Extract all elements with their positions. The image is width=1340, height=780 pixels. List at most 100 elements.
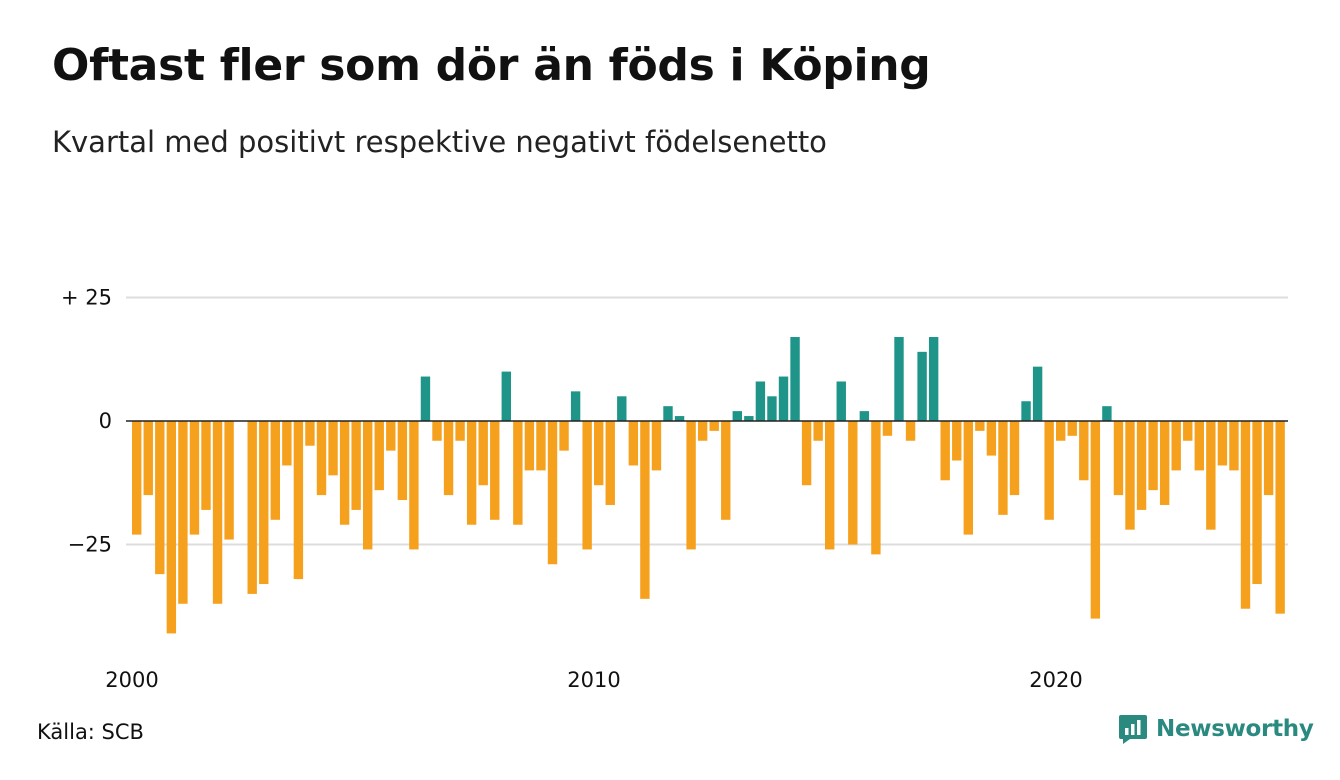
bar	[339, 421, 350, 525]
bar	[917, 351, 927, 421]
bar	[524, 421, 535, 471]
bar	[1229, 421, 1239, 471]
bar	[986, 421, 997, 456]
bar	[905, 421, 916, 441]
bar	[825, 421, 835, 550]
bar	[386, 421, 396, 451]
bar	[1263, 421, 1274, 496]
bar	[628, 421, 639, 466]
bar	[132, 421, 142, 535]
x-tick-label: 2010	[567, 668, 620, 692]
brand-name: Newsworthy	[1156, 716, 1314, 742]
bar	[143, 421, 153, 496]
bar	[721, 421, 731, 520]
bar	[1009, 421, 1020, 496]
x-tick-label: 2000	[105, 668, 158, 692]
bar	[1194, 421, 1204, 471]
bar	[674, 416, 685, 421]
bar	[397, 421, 408, 501]
bar	[651, 421, 662, 471]
bar	[767, 396, 777, 421]
bar	[455, 421, 465, 441]
bar	[224, 421, 234, 540]
y-tick-label: −25	[68, 533, 112, 557]
bar	[443, 421, 454, 496]
bar	[363, 421, 373, 550]
bar	[536, 421, 546, 471]
bar	[940, 421, 950, 481]
bar	[1090, 421, 1101, 619]
bar	[998, 421, 1008, 515]
bar	[1252, 421, 1262, 585]
bar	[1079, 421, 1089, 481]
bar	[848, 421, 858, 545]
bar	[351, 421, 361, 510]
bar	[490, 421, 500, 520]
bar	[409, 421, 419, 550]
x-axis-ticks: 2000 2010 2020	[105, 668, 1082, 692]
bar	[293, 421, 304, 580]
bar	[894, 337, 904, 421]
bar	[1044, 421, 1054, 520]
bar	[617, 396, 627, 421]
x-tick-label: 2020	[1029, 668, 1082, 692]
bar	[374, 421, 384, 491]
bar	[836, 381, 846, 421]
bar	[513, 421, 523, 525]
bar	[259, 421, 269, 585]
bar	[201, 421, 211, 510]
newsworthy-logo-icon	[1119, 715, 1147, 744]
bar	[975, 421, 985, 431]
bar	[305, 421, 315, 446]
bar	[328, 421, 338, 476]
bar	[432, 421, 442, 441]
bar	[1148, 421, 1158, 491]
bar	[663, 406, 673, 421]
bar	[1032, 366, 1043, 421]
bar	[1102, 406, 1112, 421]
bar	[155, 421, 165, 575]
bar	[1113, 421, 1124, 496]
bar	[1056, 421, 1066, 441]
bar	[501, 371, 511, 421]
bar	[928, 337, 939, 421]
bar	[605, 421, 615, 505]
bar	[709, 421, 719, 431]
bar	[189, 421, 200, 535]
chart-title: Oftast fler som dör än föds i Köping	[52, 40, 931, 91]
brand-logo: Newsworthy	[1118, 713, 1314, 745]
bar	[1125, 421, 1135, 530]
y-axis-ticks: + 25 0 −25	[61, 286, 112, 557]
bar	[1206, 421, 1216, 530]
bar	[778, 376, 789, 421]
bar	[1183, 421, 1193, 441]
bar	[316, 421, 327, 496]
bar	[478, 421, 488, 486]
y-tick-label: + 25	[61, 286, 112, 310]
bar	[282, 421, 292, 466]
bar	[732, 411, 742, 421]
source-label: Källa: SCB	[37, 720, 144, 744]
bar	[594, 421, 604, 486]
bar	[582, 421, 592, 550]
bar	[270, 421, 280, 520]
bar	[547, 421, 558, 565]
bar	[640, 421, 650, 599]
bar	[697, 421, 708, 441]
bar	[1275, 421, 1285, 614]
bar	[952, 421, 962, 461]
bar	[559, 421, 569, 451]
bar	[1159, 421, 1170, 505]
bars	[132, 337, 1285, 634]
bar	[859, 411, 870, 421]
chart-subtitle: Kvartal med positivt respektive negativt…	[52, 125, 827, 159]
bar	[166, 421, 177, 634]
bar	[1217, 421, 1228, 466]
bar	[686, 421, 696, 550]
bar	[963, 421, 973, 535]
bar	[801, 421, 812, 486]
bar	[1240, 421, 1251, 609]
bar	[744, 416, 754, 421]
bar	[212, 421, 223, 604]
bar	[790, 337, 800, 421]
